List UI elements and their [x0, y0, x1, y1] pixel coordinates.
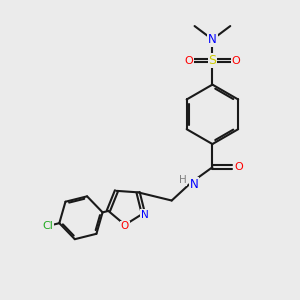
Text: Cl: Cl: [42, 221, 53, 231]
Text: N: N: [141, 210, 149, 220]
Text: S: S: [208, 54, 216, 67]
Text: N: N: [208, 33, 217, 46]
Text: O: O: [232, 56, 240, 66]
Text: O: O: [121, 221, 129, 231]
Text: O: O: [184, 56, 193, 66]
Text: N: N: [190, 178, 198, 191]
Text: O: O: [234, 162, 243, 172]
Text: H: H: [179, 175, 187, 185]
